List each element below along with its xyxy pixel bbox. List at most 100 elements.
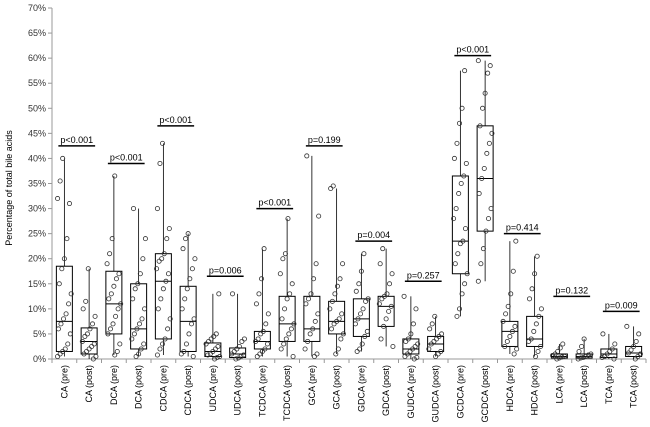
p-value-label: p<0.001 <box>60 135 93 145</box>
data-point <box>410 321 416 327</box>
y-tick-label: 55% <box>28 78 46 88</box>
data-point <box>626 350 632 356</box>
data-point <box>112 352 118 358</box>
x-category-label: UDCA (post) <box>233 365 243 416</box>
x-category-label: CA (post) <box>84 365 94 403</box>
data-point <box>66 301 72 307</box>
data-point <box>158 296 164 302</box>
data-point <box>403 338 409 344</box>
data-point <box>352 321 358 327</box>
data-point <box>191 316 197 322</box>
data-point <box>480 246 486 252</box>
data-point <box>340 331 346 337</box>
data-point <box>315 311 321 317</box>
box-iqr <box>55 265 73 352</box>
data-point <box>340 261 346 267</box>
data-point <box>135 281 141 287</box>
data-point <box>455 251 461 257</box>
box-udca-post- <box>229 293 247 359</box>
data-point <box>378 336 384 342</box>
x-category-label: TCDCA (post) <box>282 365 292 421</box>
data-point <box>302 346 308 352</box>
data-point <box>536 313 542 319</box>
data-point <box>84 331 90 337</box>
box-iqr <box>526 315 544 347</box>
data-point <box>355 316 361 322</box>
data-point <box>116 271 122 277</box>
data-point <box>555 348 561 354</box>
p-value-label: p=0.414 <box>506 223 539 233</box>
data-point <box>402 353 408 359</box>
data-point <box>331 321 337 327</box>
data-point <box>311 276 317 282</box>
y-tick-label: 5% <box>33 329 46 339</box>
box-iqr <box>154 253 172 340</box>
data-point <box>265 311 271 317</box>
data-point <box>260 328 266 334</box>
data-point <box>55 353 61 359</box>
data-point <box>561 353 567 359</box>
data-point <box>138 346 144 352</box>
box-iqr <box>130 283 148 350</box>
y-tick-label: 30% <box>28 204 46 214</box>
box-tcdca-post- <box>278 218 296 357</box>
data-point <box>61 256 67 262</box>
data-point <box>481 165 487 171</box>
box-iqr <box>80 327 98 355</box>
box-dca-pre- <box>105 175 123 355</box>
data-point <box>313 261 319 267</box>
x-category-label: UDCA (pre) <box>208 365 218 412</box>
data-point <box>457 241 463 247</box>
data-point <box>263 321 269 327</box>
data-point <box>179 306 185 312</box>
data-point <box>203 341 209 347</box>
data-point <box>288 326 294 332</box>
data-point <box>229 351 235 357</box>
x-category-label: CDCA (post) <box>183 365 193 416</box>
data-point <box>607 348 613 354</box>
data-point <box>387 281 393 287</box>
x-category-label: GCDCA (post) <box>480 365 490 423</box>
box-gca-pre- <box>303 155 321 357</box>
data-point <box>253 301 259 307</box>
box-iqr <box>278 295 296 342</box>
data-point <box>136 321 142 327</box>
data-point <box>303 301 309 307</box>
data-point <box>637 351 643 357</box>
data-point <box>310 326 316 332</box>
y-tick-label: 25% <box>28 229 46 239</box>
data-point <box>380 246 386 252</box>
data-point <box>432 313 438 319</box>
data-point <box>190 353 196 359</box>
data-point <box>438 348 444 354</box>
data-point <box>181 348 187 354</box>
data-point <box>254 353 260 359</box>
data-point <box>633 338 639 344</box>
data-point <box>91 341 97 347</box>
data-point <box>108 291 114 297</box>
data-point <box>504 338 510 344</box>
data-point <box>329 298 335 304</box>
y-tick-label: 50% <box>28 103 46 113</box>
data-point <box>576 348 582 354</box>
data-point <box>632 356 638 362</box>
data-point <box>312 318 318 324</box>
y-tick-label: 20% <box>28 254 46 264</box>
data-point <box>178 351 184 357</box>
box-iqr <box>105 270 123 335</box>
data-point <box>413 306 419 312</box>
p-value-label: p<0.001 <box>110 152 143 162</box>
data-point <box>462 226 468 232</box>
x-category-label: LCA (post) <box>579 365 589 408</box>
data-point <box>107 251 113 257</box>
data-point <box>259 348 265 354</box>
data-points <box>55 58 643 362</box>
data-point <box>476 191 482 197</box>
data-point <box>215 343 221 349</box>
data-point <box>426 346 432 352</box>
data-point <box>560 341 566 347</box>
data-point <box>337 276 343 282</box>
data-point <box>485 70 491 76</box>
data-point <box>358 268 364 274</box>
data-point <box>379 296 385 302</box>
